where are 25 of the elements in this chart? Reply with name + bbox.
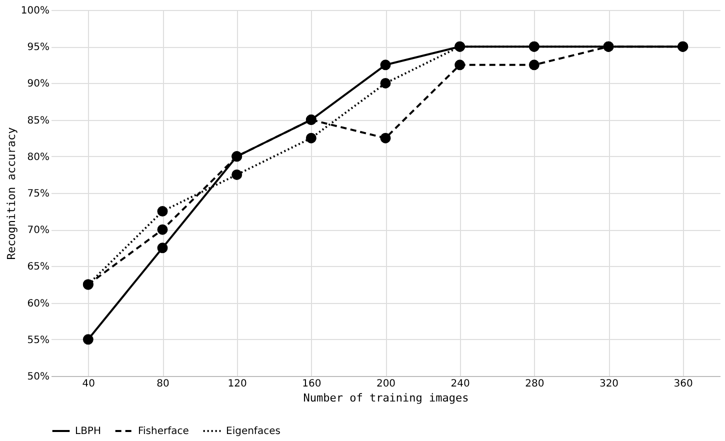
x-tick-label: 160 [302,378,322,390]
y-tick-label: 65% [27,262,50,273]
x-tick-label: 360 [674,378,693,390]
x-tick-label: 200 [376,378,396,390]
legend-label: Eigenfaces [226,426,280,437]
legend-label: Fisherface [138,426,189,437]
x-axis-title: Number of training images [303,392,469,404]
y-tick-label: 70% [27,225,50,236]
legend-label: LBPH [75,426,101,437]
y-tick-label: 50% [27,372,50,382]
x-tick-label: 40 [82,378,96,390]
y-tick-label: 95% [27,42,50,54]
x-tick-label: 280 [525,378,544,390]
x-tick-label: 120 [228,378,247,390]
y-tick-label: 90% [27,78,50,90]
x-tick-label: 320 [599,378,619,390]
y-tick-label: 60% [27,298,50,310]
y-axis-title: Recognition accuracy [4,126,18,260]
y-tick-label: 100% [20,6,50,16]
y-tick-label: 55% [27,334,50,346]
y-tick-label: 75% [27,188,50,200]
x-tick-label: 240 [450,378,470,390]
y-tick-label: 80% [27,152,50,163]
y-tick-label: 85% [27,115,50,126]
x-tick-label: 80 [156,378,170,390]
